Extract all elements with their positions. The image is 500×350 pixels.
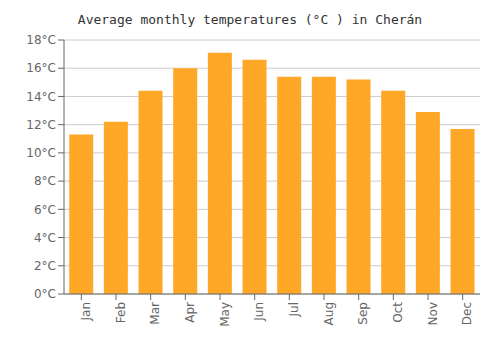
svg-text:Nov: Nov bbox=[426, 302, 440, 325]
svg-text:16°C: 16°C bbox=[26, 61, 56, 75]
svg-text:Aug: Aug bbox=[322, 302, 336, 325]
svg-text:Jun: Jun bbox=[252, 302, 266, 322]
svg-text:Mar: Mar bbox=[148, 302, 162, 325]
svg-text:Jan: Jan bbox=[79, 302, 93, 322]
svg-text:8°C: 8°C bbox=[34, 174, 56, 188]
svg-text:12°C: 12°C bbox=[26, 118, 56, 132]
svg-text:Dec: Dec bbox=[460, 302, 474, 325]
html-text:Average monthly temperatures (: Average monthly temperatures (°C ) in Ch… bbox=[77, 12, 423, 27]
svg-text:14°C: 14°C bbox=[26, 90, 56, 104]
svg-text:Jul: Jul bbox=[287, 302, 301, 317]
svg-text:0°C: 0°C bbox=[34, 287, 56, 301]
svg-text:10°C: 10°C bbox=[26, 146, 56, 160]
svg-text:18°C: 18°C bbox=[26, 33, 56, 47]
svg-text:Oct: Oct bbox=[391, 302, 405, 323]
svg-text:Feb: Feb bbox=[114, 302, 128, 323]
svg-text:4°C: 4°C bbox=[34, 231, 56, 245]
svg-text:May: May bbox=[218, 302, 232, 327]
svg-text:Sep: Sep bbox=[356, 302, 370, 325]
svg-text:6°C: 6°C bbox=[34, 203, 56, 217]
svg-text:2°C: 2°C bbox=[34, 259, 56, 273]
svg-text:Apr: Apr bbox=[183, 302, 197, 323]
